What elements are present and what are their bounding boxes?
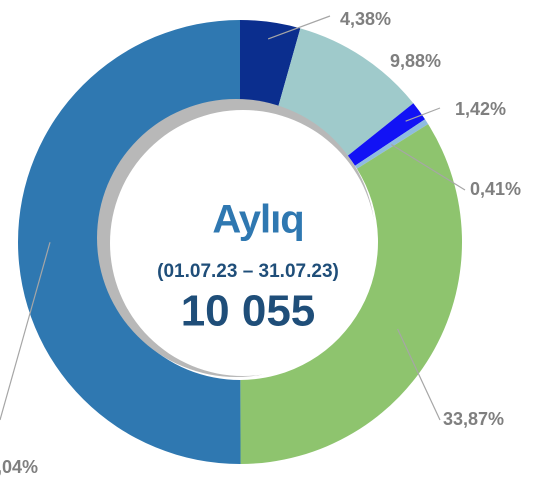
center-circle [110, 110, 376, 376]
donut-segment [240, 20, 301, 110]
data-label: 9,88% [390, 51, 441, 71]
leader-line [405, 107, 441, 122]
data-label: 0,41% [470, 179, 521, 199]
center-title: Aylıq [212, 198, 303, 242]
center-subtitle: (01.07.23 – 31.07.23) [157, 261, 339, 282]
donut-segment [240, 124, 462, 464]
leader-line [397, 328, 441, 421]
data-label: 1,42% [455, 99, 506, 119]
donut-segment [18, 20, 241, 465]
center-value: 10 055 [181, 287, 316, 336]
donut-segment [347, 103, 426, 166]
leader-line [267, 15, 331, 40]
data-label: 50,04% [0, 457, 38, 477]
data-label: 33,87% [443, 409, 504, 429]
leader-line [390, 143, 466, 191]
data-label: 4,38% [340, 9, 391, 29]
leader-line [0, 242, 51, 421]
